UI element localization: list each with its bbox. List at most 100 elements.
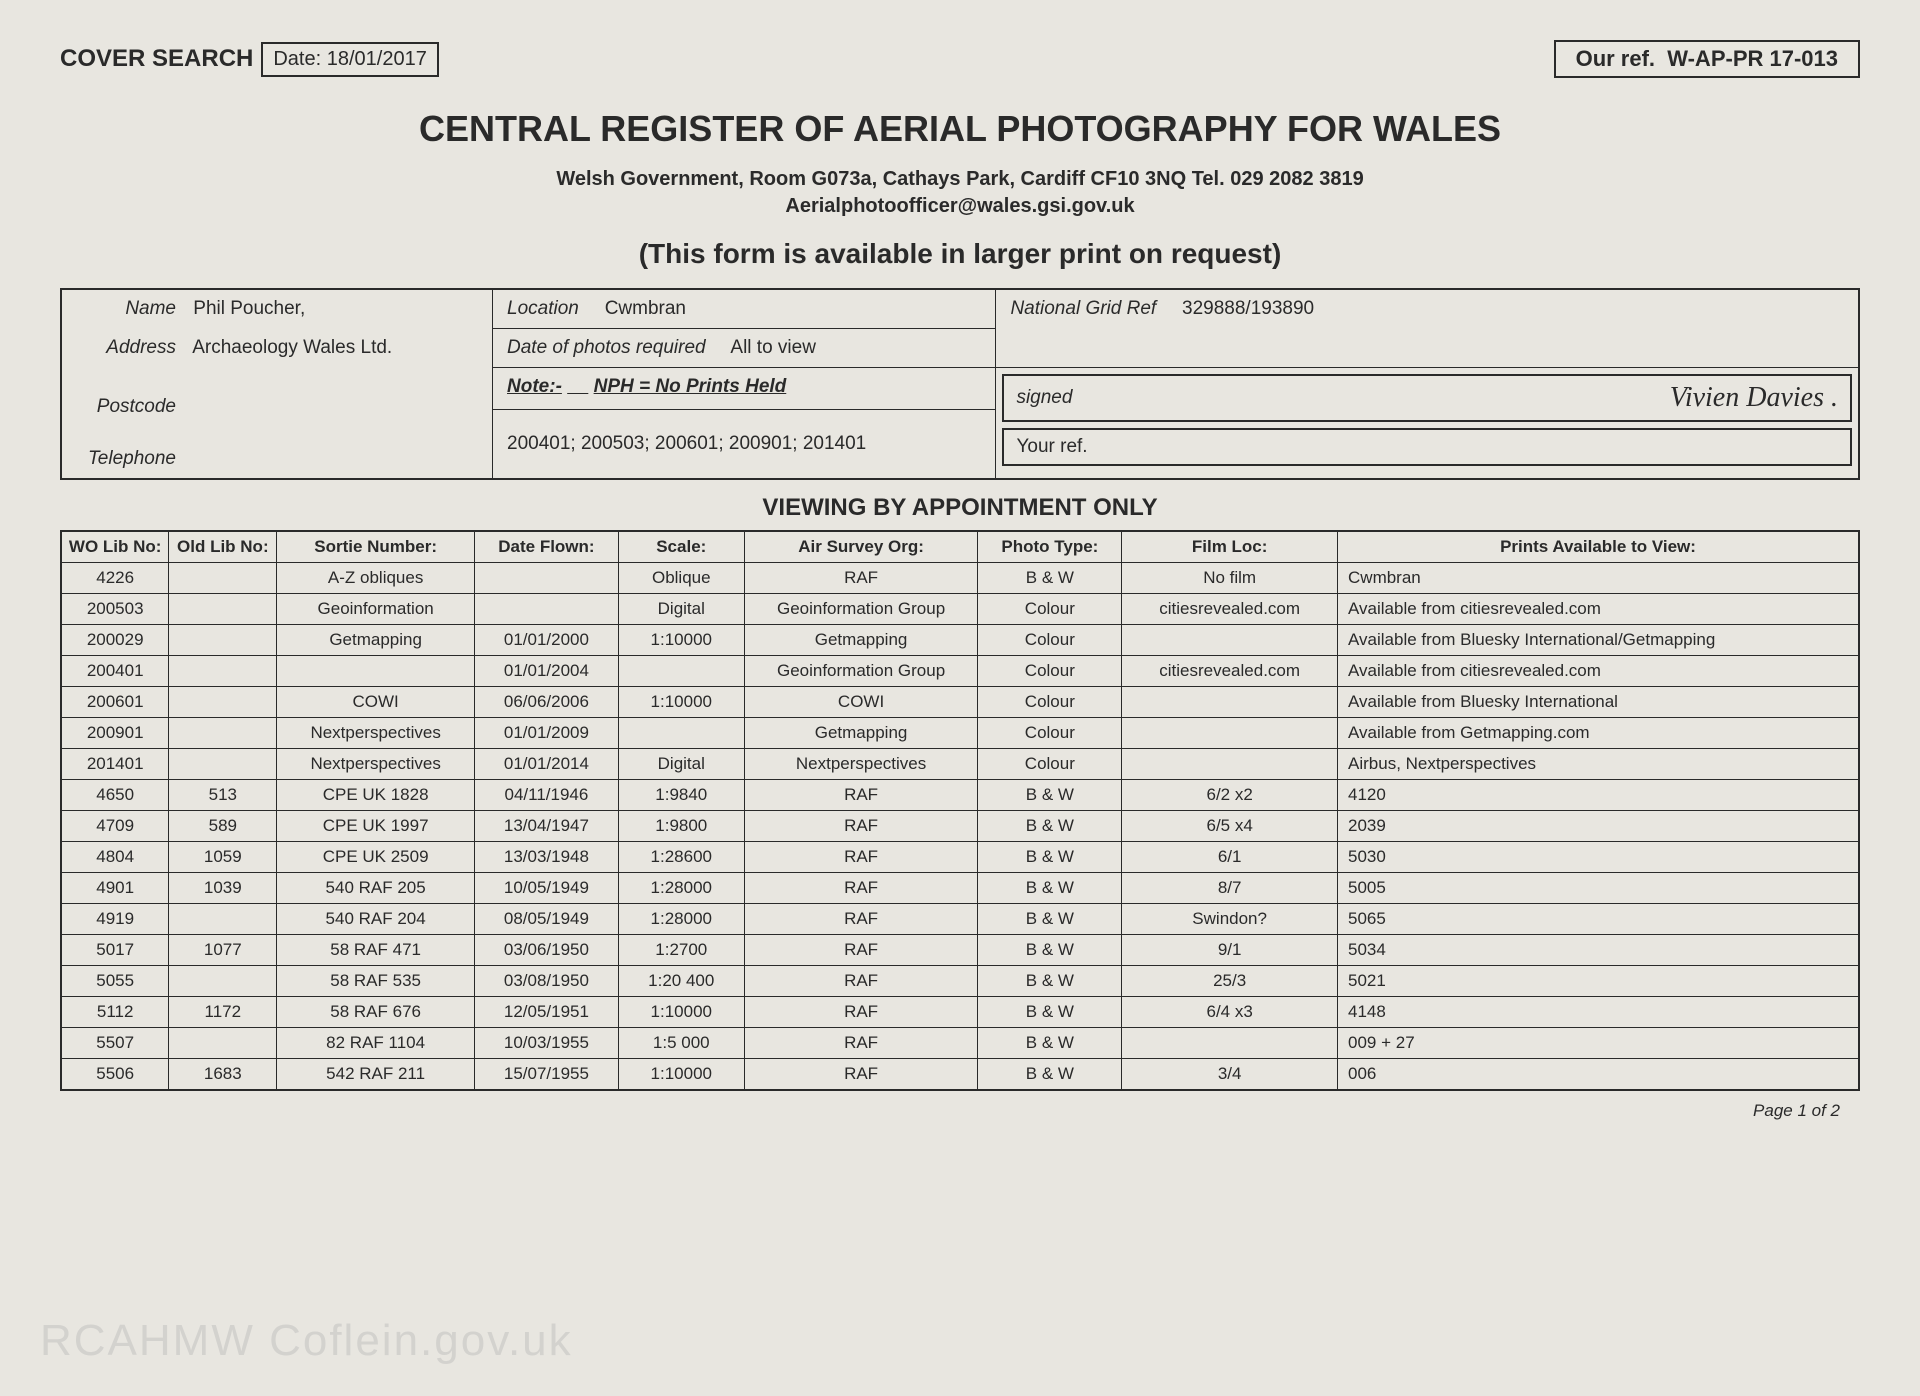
table-cell: 13/04/1947 [475,810,619,841]
table-cell: Geoinformation Group [744,593,978,624]
table-cell: 03/08/1950 [475,965,619,996]
table-cell: 1:28000 [618,872,744,903]
table-row: 200601COWI06/06/20061:10000COWIColourAva… [61,686,1859,717]
table-cell: 4226 [61,562,169,593]
table-cell [475,562,619,593]
table-cell: 5021 [1338,965,1859,996]
table-row: 4709589CPE UK 199713/04/19471:9800RAFB &… [61,810,1859,841]
location-label: Location [507,298,579,319]
table-cell: 3/4 [1122,1058,1338,1090]
table-cell [169,562,277,593]
table-row: 201401Nextperspectives01/01/2014DigitalN… [61,748,1859,779]
table-cell: RAF [744,1027,978,1058]
table-cell: B & W [978,934,1122,965]
info-table: Name Phil Poucher, Location Cwmbran Nati… [60,288,1860,480]
table-cell: 5507 [61,1027,169,1058]
table-row: 200901Nextperspectives01/01/2009Getmappi… [61,717,1859,748]
table-cell [618,717,744,748]
table-cell [169,624,277,655]
table-cell: 1:9840 [618,779,744,810]
table-cell: Available from citiesrevealed.com [1338,593,1859,624]
table-cell: 82 RAF 1104 [277,1027,475,1058]
table-cell: RAF [744,934,978,965]
table-cell: RAF [744,965,978,996]
table-cell: 58 RAF 535 [277,965,475,996]
table-cell: A-Z obliques [277,562,475,593]
table-row: 4919540 RAF 20408/05/19491:28000RAFB & W… [61,903,1859,934]
top-row: COVER SEARCH Date: 18/01/2017 Our ref. W… [60,40,1860,78]
table-cell: Airbus, Nextperspectives [1338,748,1859,779]
table-cell: 4650 [61,779,169,810]
cover-search-group: COVER SEARCH Date: 18/01/2017 [60,42,439,77]
table-cell: Colour [978,593,1122,624]
note-value: NPH = No Prints Held [594,376,787,397]
table-cell: 01/01/2004 [475,655,619,686]
table-cell: Nextperspectives [277,748,475,779]
table-cell [169,593,277,624]
date-label: Date: [273,48,321,70]
table-cell: RAF [744,779,978,810]
table-cell: citiesrevealed.com [1122,593,1338,624]
our-ref-box: Our ref. W-AP-PR 17-013 [1554,40,1860,78]
table-cell: 4120 [1338,779,1859,810]
table-cell [169,686,277,717]
table-cell [1122,717,1338,748]
table-row: 20040101/01/2004Geoinformation GroupColo… [61,655,1859,686]
table-body: 4226A-Z obliquesObliqueRAFB & WNo filmCw… [61,562,1859,1090]
address-value: Archaeology Wales Ltd. [192,337,392,358]
table-cell: 1:9800 [618,810,744,841]
table-cell: 1172 [169,996,277,1027]
table-cell: 1:10000 [618,624,744,655]
table-cell: 04/11/1946 [475,779,619,810]
table-cell: 25/3 [1122,965,1338,996]
table-header-cell: Old Lib No: [169,531,277,563]
table-cell: RAF [744,810,978,841]
ngr-label: National Grid Ref [1010,298,1156,319]
table-cell: 1:2700 [618,934,744,965]
name-value: Phil Poucher, [193,298,305,319]
table-cell [169,1027,277,1058]
table-cell: COWI [277,686,475,717]
table-cell: B & W [978,1058,1122,1090]
table-cell: 5112 [61,996,169,1027]
note-label: Note:- [507,376,562,397]
our-ref-value: W-AP-PR 17-013 [1667,46,1838,71]
table-cell: Geoinformation [277,593,475,624]
table-cell: Digital [618,748,744,779]
table-cell: 5055 [61,965,169,996]
table-cell [277,655,475,686]
table-row: 505558 RAF 53503/08/19501:20 400RAFB & W… [61,965,1859,996]
table-cell: CPE UK 2509 [277,841,475,872]
table-header-cell: Photo Type: [978,531,1122,563]
table-row: 200029Getmapping01/01/20001:10000Getmapp… [61,624,1859,655]
table-cell: 4919 [61,903,169,934]
table-cell: Available from Bluesky International [1338,686,1859,717]
table-cell [169,655,277,686]
table-header-cell: Prints Available to View: [1338,531,1859,563]
table-cell: Colour [978,686,1122,717]
table-cell: 1683 [169,1058,277,1090]
your-ref-label: Your ref. [1016,436,1087,457]
watermark: RCAHMW Coflein.gov.uk [40,1316,573,1366]
table-cell: 10/03/1955 [475,1027,619,1058]
table-cell: 6/5 x4 [1122,810,1338,841]
table-cell: Nextperspectives [277,717,475,748]
table-cell: 10/05/1949 [475,872,619,903]
table-cell: Getmapping [744,717,978,748]
form-note: (This form is available in larger print … [60,238,1860,270]
table-cell: citiesrevealed.com [1122,655,1338,686]
table-cell: CPE UK 1828 [277,779,475,810]
table-cell: 540 RAF 204 [277,903,475,934]
table-cell: 15/07/1955 [475,1058,619,1090]
table-cell [1122,1027,1338,1058]
table-cell: Available from Bluesky International/Get… [1338,624,1859,655]
table-cell: Nextperspectives [744,748,978,779]
table-cell: CPE UK 1997 [277,810,475,841]
codes: 200401; 200503; 200601; 200901; 201401 [507,433,866,454]
email-line: Aerialphotoofficer@wales.gsi.gov.uk [60,195,1860,218]
location-value: Cwmbran [605,298,686,319]
table-cell [1122,624,1338,655]
table-cell: 200601 [61,686,169,717]
table-cell: Cwmbran [1338,562,1859,593]
signature: Vivien Davies . [1670,382,1838,414]
